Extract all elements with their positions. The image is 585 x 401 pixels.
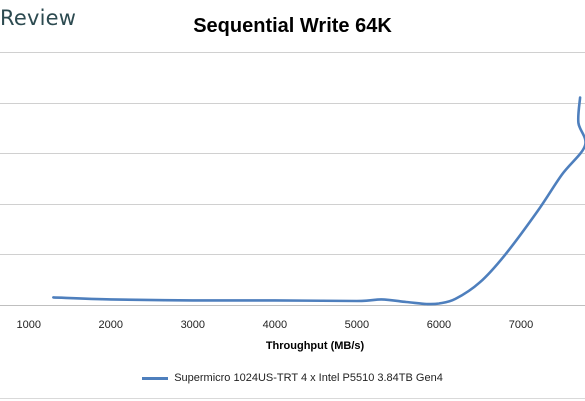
chart-legend: Supermicro 1024US-TRT 4 x Intel P5510 3.…: [0, 372, 585, 384]
x-tick-label: 7000: [509, 319, 533, 331]
legend-series-label: Supermicro 1024US-TRT 4 x Intel P5510 3.…: [174, 372, 443, 384]
x-tick-label: 3000: [181, 319, 205, 331]
x-tick-label: 6000: [427, 319, 451, 331]
x-axis-title: Throughput (MB/s): [266, 340, 365, 352]
series-line: [52, 96, 585, 306]
x-tick-label: 2000: [99, 319, 123, 331]
bottom-divider: [0, 398, 585, 399]
x-tick-label: 5000: [345, 319, 369, 331]
x-tick-label: 4000: [263, 319, 287, 331]
chart-title: Sequential Write 64K: [193, 15, 392, 37]
x-tick-label: 1000: [16, 319, 40, 331]
legend-swatch: [142, 376, 169, 380]
site-watermark: Review: [0, 6, 77, 30]
